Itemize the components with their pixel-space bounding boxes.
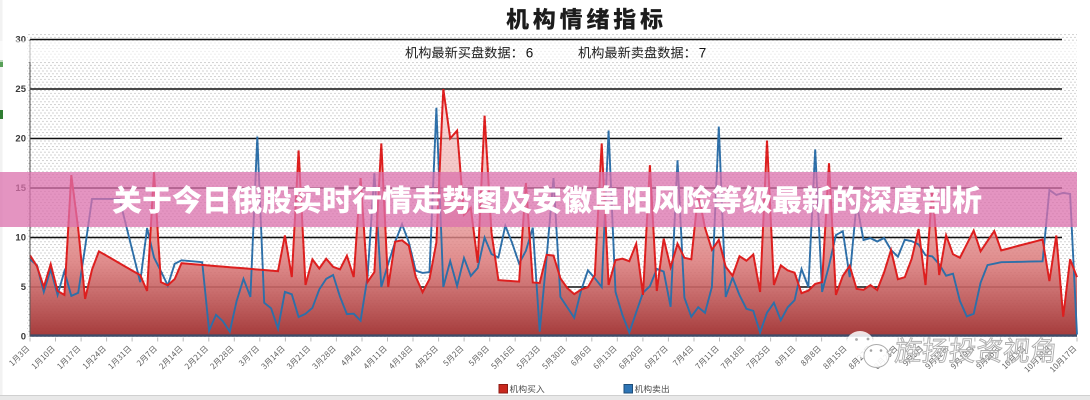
svg-text:25: 25 [15, 84, 26, 95]
svg-text:5: 5 [21, 282, 27, 293]
svg-text:7: 7 [699, 46, 707, 61]
svg-text:10: 10 [15, 233, 26, 244]
svg-text:20: 20 [15, 134, 26, 145]
svg-text:6: 6 [526, 46, 534, 61]
svg-text:0: 0 [21, 332, 26, 343]
svg-text:30: 30 [15, 35, 26, 46]
